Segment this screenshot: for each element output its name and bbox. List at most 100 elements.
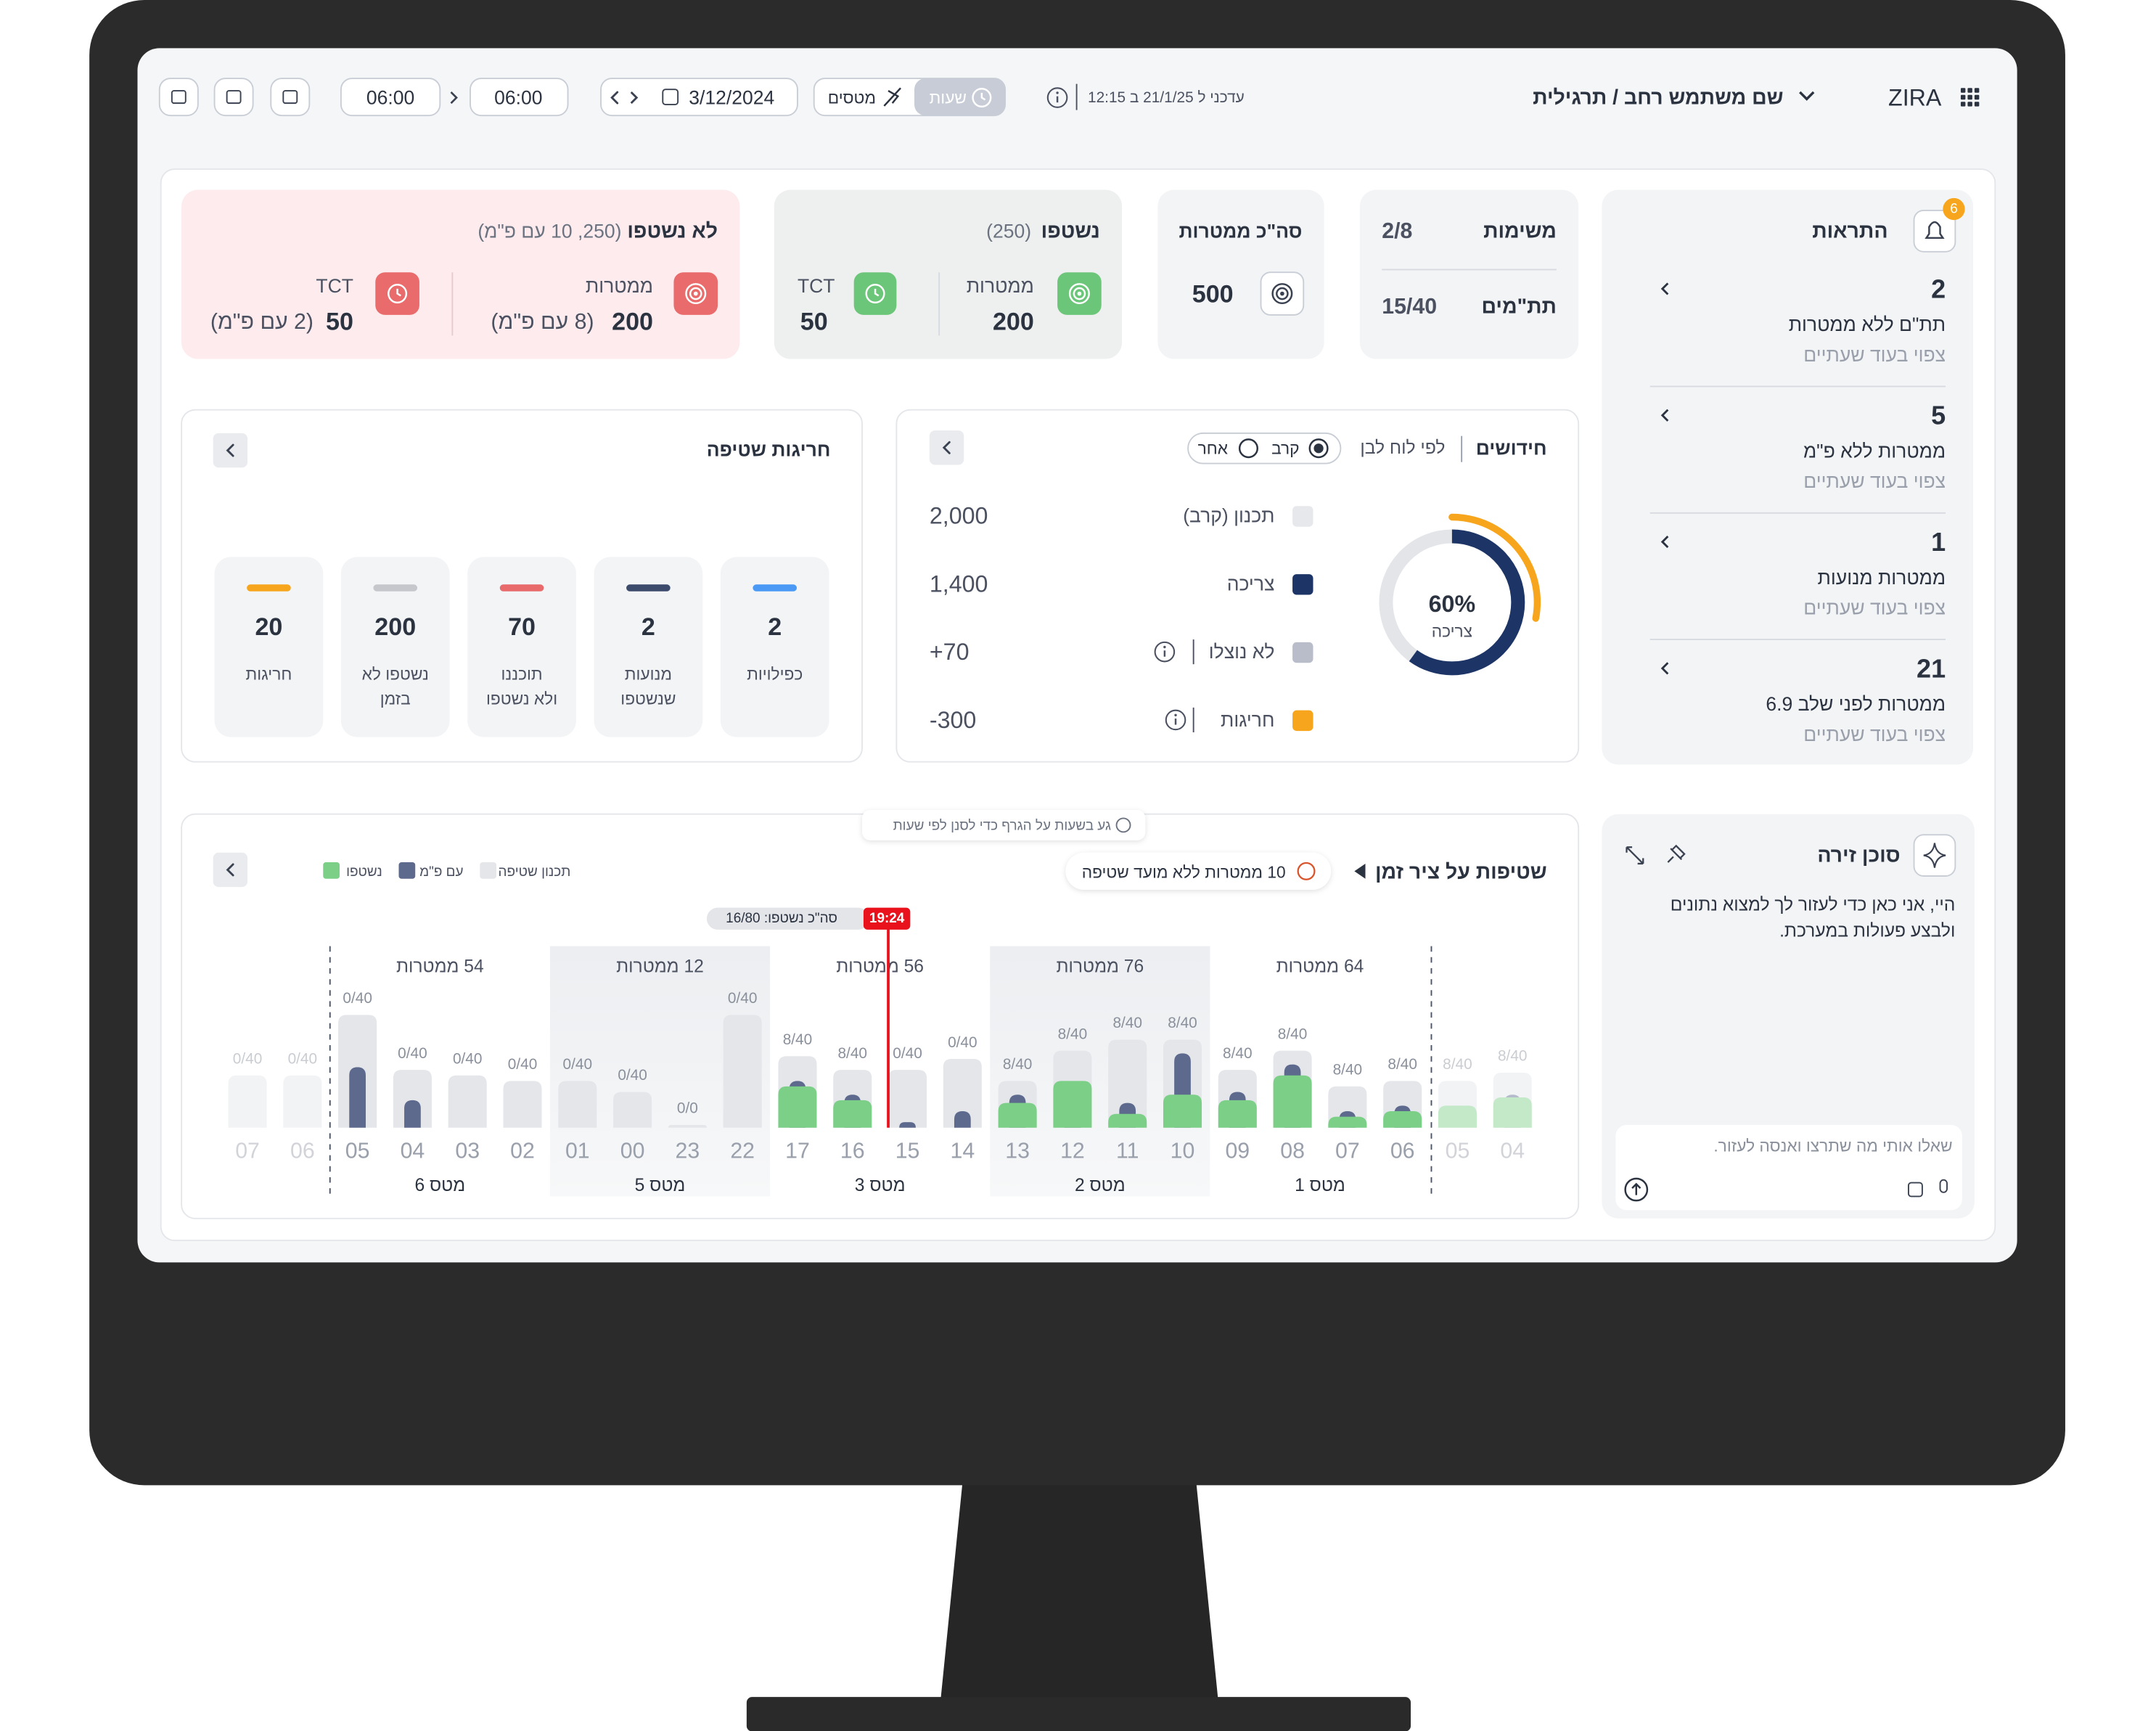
alert-open[interactable]: [1660, 535, 1669, 549]
hour-column[interactable]: 0/40 03: [448, 1050, 487, 1163]
hour-column[interactable]: 0/40 04: [393, 1045, 432, 1163]
row-label: חריגות: [1221, 709, 1274, 731]
planned-bar: [888, 1070, 927, 1128]
back-button[interactable]: [213, 433, 248, 468]
washed-bar: [1108, 1113, 1147, 1128]
hour-column[interactable]: 8/40 07: [1328, 1062, 1367, 1163]
expand-button[interactable]: [1626, 846, 1644, 865]
hour-column[interactable]: 8/40 09: [1218, 1045, 1257, 1163]
hour-label: 14: [950, 1139, 975, 1163]
collapse-icon[interactable]: [1354, 863, 1366, 879]
time-input[interactable]: [470, 78, 569, 117]
exception-card[interactable]: [340, 557, 450, 737]
sortie-label[interactable]: מטס 3: [855, 1176, 906, 1195]
back-button[interactable]: [929, 430, 964, 465]
sortie-label[interactable]: מטס 2: [1075, 1176, 1126, 1195]
exception-value: 2: [768, 613, 782, 641]
view-tab[interactable]: שעות: [930, 89, 967, 107]
exception-card[interactable]: [214, 557, 324, 737]
map-button[interactable]: [158, 78, 199, 117]
hour-column[interactable]: 0/40 15: [888, 1045, 927, 1163]
exception-card[interactable]: [720, 557, 829, 737]
hour-column[interactable]: 0/40 05: [338, 990, 377, 1163]
bell-button[interactable]: [1913, 209, 1956, 253]
hour-column[interactable]: 8/40 06: [1383, 1056, 1422, 1163]
exception-card[interactable]: [594, 557, 703, 737]
filter-button[interactable]: [270, 78, 311, 117]
hour-column[interactable]: 8/40 10: [1163, 1015, 1202, 1163]
hour-column[interactable]: 0/40 06: [283, 1050, 322, 1163]
sortie-label[interactable]: מטס 5: [635, 1176, 686, 1195]
target-icon-dot: [1077, 291, 1082, 296]
hour-label: 06: [1390, 1139, 1415, 1163]
map-button-icon: [171, 90, 187, 105]
not-washed-card: [181, 189, 740, 359]
exception-card[interactable]: [467, 557, 576, 737]
legend-swatch: [1292, 574, 1313, 595]
sortie-label[interactable]: מטס 6: [414, 1176, 465, 1195]
hour-column[interactable]: 8/40 17: [778, 1031, 817, 1163]
hint-tooltip: [862, 810, 1146, 840]
view-tab[interactable]: מטסים: [828, 89, 876, 107]
time-input[interactable]: [340, 78, 441, 117]
back-button[interactable]: [213, 852, 248, 888]
pm-bar: [349, 1067, 366, 1128]
back-icon: [226, 443, 234, 457]
bar-count: 0/40: [728, 990, 758, 1007]
user-menu-chevron[interactable]: [1799, 91, 1815, 101]
kpi-label: ממטרות: [967, 275, 1034, 297]
hour-column[interactable]: 0/40 22: [723, 990, 762, 1163]
alert-count: 5: [1931, 401, 1946, 430]
hour-column[interactable]: 0/40 01: [558, 1056, 597, 1163]
alert-title: ממטרות ללא פ"מ: [1803, 441, 1946, 462]
alert-open[interactable]: [1660, 662, 1669, 675]
bar-count: 8/40: [1278, 1026, 1308, 1042]
hour-label: 12: [1060, 1139, 1085, 1163]
bar-count: 0/40: [398, 1045, 427, 1062]
alert-open[interactable]: [1660, 282, 1669, 295]
date-next[interactable]: [630, 91, 639, 105]
hour-column[interactable]: 8/40 13: [998, 1056, 1037, 1163]
legend-label: תכנון שטיפה: [499, 864, 571, 880]
bar-count: 8/40: [1112, 1015, 1142, 1031]
table-button-icon: [226, 90, 242, 105]
hour-label: 07: [235, 1139, 260, 1163]
hour-column[interactable]: 8/40 05: [1438, 1056, 1477, 1163]
hour-column[interactable]: 8/40 16: [833, 1045, 872, 1163]
badge: [1943, 197, 1965, 221]
chat-input[interactable]: [1615, 1124, 1962, 1211]
mic-button[interactable]: [1939, 1179, 1948, 1193]
date-picker[interactable]: [600, 78, 798, 117]
sortie-label[interactable]: מטס 1: [1295, 1176, 1345, 1195]
pin-button[interactable]: [1667, 844, 1686, 863]
hour-column[interactable]: 8/40 08: [1273, 1026, 1312, 1163]
image-button[interactable]: [1907, 1182, 1923, 1198]
kpi-label: משימות: [1483, 219, 1557, 242]
unscheduled-pill[interactable]: [1065, 852, 1332, 890]
table-button[interactable]: [213, 78, 254, 117]
user-name[interactable]: שם משתמש רחב / תרגילית: [1533, 86, 1783, 110]
target-icon: [1271, 283, 1293, 305]
hour-column[interactable]: 0/0 23: [668, 1100, 707, 1163]
bar-count: 0/40: [453, 1050, 483, 1067]
hour-column[interactable]: 8/40 11: [1108, 1015, 1147, 1163]
hour-column[interactable]: 0/40 02: [503, 1056, 542, 1163]
warning-icon: [1297, 862, 1316, 880]
hour-column[interactable]: 8/40 04: [1493, 1048, 1532, 1163]
planned-bar: [393, 1070, 432, 1128]
planned-bar: [943, 1058, 982, 1128]
hour-label: 23: [676, 1139, 700, 1163]
alert-open[interactable]: [1660, 409, 1669, 422]
hour-column[interactable]: 8/40 12: [1053, 1026, 1092, 1163]
radio-label[interactable]: קרב: [1271, 439, 1299, 458]
info-icon-dot: [1056, 91, 1059, 94]
hour-column[interactable]: 0/40 14: [943, 1034, 982, 1163]
hour-label: 10: [1171, 1139, 1195, 1163]
washed-bar: [833, 1100, 872, 1128]
hour-column[interactable]: 0/40 07: [228, 1050, 267, 1163]
bar-count: 8/40: [837, 1045, 867, 1062]
radio-label[interactable]: אחר: [1198, 439, 1228, 458]
hour-column[interactable]: 0/40 00: [613, 1067, 652, 1163]
exception-label: תוכננו: [501, 664, 543, 683]
